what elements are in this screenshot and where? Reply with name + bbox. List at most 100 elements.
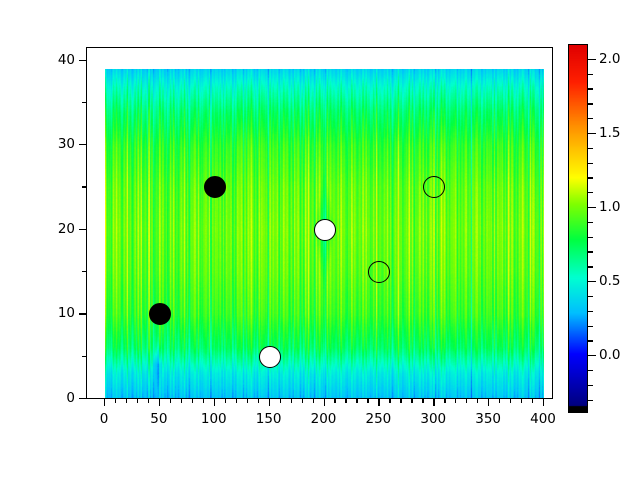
y-tick-label: 10 [57,305,75,322]
data-marker-1 [148,303,171,326]
colorbar-tick-label: 0.5 [599,273,621,290]
colorbar-tick-label: 1.0 [599,198,621,215]
colorbar-minor-tick [588,118,593,120]
x-minor-tick [444,399,446,403]
data-marker-6 [423,176,446,199]
x-minor-tick [191,399,194,403]
x-minor-tick [257,399,259,403]
x-minor-tick [411,399,413,403]
x-minor-tick [202,399,205,403]
y-minor-tick [82,355,86,357]
colorbar-minor-tick [588,88,593,90]
colorbar-major-tick [588,206,596,209]
colorbar-minor-tick [588,340,593,342]
plot-axes [86,47,553,399]
x-minor-tick [510,399,512,403]
x-minor-tick [235,399,237,403]
colorbar-minor-tick [588,325,593,327]
x-tick-label: 0 [99,411,109,427]
x-tick-label: 300 [420,411,447,427]
y-minor-tick [82,186,86,188]
x-minor-tick [312,399,314,403]
x-minor-tick [290,399,292,403]
y-minor-tick [82,101,86,104]
colorbar-tick-label: 1.5 [599,124,621,141]
x-minor-tick [532,399,534,403]
colorbar-tick-label: 2.0 [599,50,621,67]
data-marker-2 [203,176,226,199]
x-minor-tick [521,399,523,403]
x-minor-tick [279,399,281,403]
y-tick-label: 20 [57,220,75,237]
x-minor-tick [356,399,358,403]
x-minor-tick [301,399,303,403]
x-major-tick [158,399,161,406]
x-major-tick [213,399,216,406]
y-major-tick [79,59,86,61]
colorbar-minor-tick [588,310,593,312]
x-minor-tick [466,399,468,403]
colorbar-minor-tick [588,369,593,372]
data-marker-4 [313,218,336,241]
colorbar-minor-tick [588,384,593,387]
colorbar-minor-tick [588,221,593,224]
x-major-tick [323,399,325,406]
colorbar-minor-tick [588,295,593,298]
colorbar-minor-tick [588,73,593,75]
y-tick-label: 0 [66,390,75,406]
x-minor-tick [125,399,128,403]
x-major-tick [543,399,545,406]
x-tick-label: 350 [475,411,502,427]
colorbar-minor-tick [588,399,593,401]
colorbar-minor-tick [588,162,593,164]
y-tick-label: 30 [57,136,75,153]
x-minor-tick [422,399,424,403]
colorbar-minor-tick [588,177,593,179]
x-minor-tick [136,399,139,403]
x-minor-tick [477,399,479,403]
colorbar-major-tick [588,58,596,61]
x-tick-label: 100 [200,411,227,427]
y-minor-tick [82,271,86,273]
colorbar-minor-tick [588,266,593,268]
colorbar-minor-tick [588,251,593,253]
y-tick-label: 40 [57,51,75,68]
x-minor-tick [224,399,227,403]
x-minor-tick [180,399,183,403]
colorbar-tick-label: 0.0 [599,347,621,364]
colorbar-gradient [568,44,588,413]
x-major-tick [378,399,380,406]
x-minor-tick [169,399,172,403]
colorbar-minor-tick [588,147,593,149]
x-minor-tick [114,399,117,403]
x-minor-tick [345,399,347,403]
x-minor-tick [499,399,501,403]
x-minor-tick [334,399,336,403]
x-minor-tick [367,399,369,403]
data-marker-5 [368,261,391,284]
x-tick-label: 150 [255,411,282,427]
y-major-tick [79,398,86,400]
colorbar-canvas [569,45,587,412]
x-major-tick [488,399,490,406]
x-minor-tick [400,399,402,403]
y-major-tick [79,144,86,146]
x-tick-label: 400 [530,411,556,427]
x-major-tick [433,399,435,406]
y-major-tick [79,313,86,315]
x-tick-label: 250 [365,411,392,427]
colorbar-minor-tick [588,192,593,194]
colorbar-minor-tick [588,236,593,238]
x-major-tick [268,399,270,406]
x-minor-tick [389,399,391,403]
data-marker-3 [258,345,281,368]
x-minor-tick [455,399,457,403]
y-major-tick [79,228,86,231]
x-minor-tick [147,399,150,403]
colorbar-major-tick [588,281,596,283]
x-tick-label: 50 [150,411,168,427]
x-tick-label: 200 [310,411,337,427]
colorbar-minor-tick [588,103,593,105]
x-major-tick [104,399,106,406]
